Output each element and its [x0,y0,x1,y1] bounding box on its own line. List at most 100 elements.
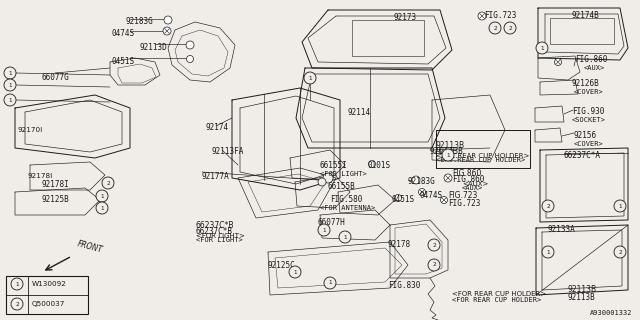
Circle shape [96,190,108,202]
Text: 92114: 92114 [348,108,371,117]
Text: 92173: 92173 [394,13,417,22]
Text: 92170I: 92170I [18,127,44,133]
Text: FIG.860: FIG.860 [575,55,607,64]
Text: FIG.860: FIG.860 [452,169,481,178]
Text: 92174: 92174 [206,123,229,132]
Text: 1: 1 [308,76,312,81]
Circle shape [614,246,626,258]
Text: <EXC.REAR CUP HOLDER>: <EXC.REAR CUP HOLDER> [436,157,525,163]
Text: 92113FA: 92113FA [212,147,244,156]
Text: 1: 1 [8,83,12,87]
Text: Q500037: Q500037 [32,301,65,307]
Text: 92113B: 92113B [568,285,597,294]
Text: 66155B: 66155B [328,182,356,191]
Text: 92178I: 92178I [42,180,70,189]
Text: <COVER>: <COVER> [574,141,604,147]
Text: 1: 1 [293,269,297,275]
Text: 0101S: 0101S [368,161,391,170]
Text: 1: 1 [446,153,450,157]
Bar [352,20,424,56]
Text: A930001332: A930001332 [589,310,632,316]
Text: 92113B: 92113B [436,141,465,150]
Text: <FOR REAR CUP HOLDER>: <FOR REAR CUP HOLDER> [452,291,546,297]
Text: 0474S: 0474S [420,191,443,200]
Circle shape [304,72,316,84]
Text: 1: 1 [100,194,104,198]
Circle shape [614,200,626,212]
Text: 66237C*B: 66237C*B [196,221,234,230]
Circle shape [96,202,108,214]
Text: 2: 2 [508,26,512,30]
Circle shape [428,259,440,271]
Text: FIG.723: FIG.723 [484,11,516,20]
Text: 1: 1 [540,45,544,51]
Text: 2: 2 [15,301,19,307]
Text: 92126B: 92126B [572,79,600,88]
Text: 92156: 92156 [574,131,597,140]
Circle shape [419,188,426,196]
Circle shape [536,42,548,54]
Circle shape [554,59,561,66]
Text: <EXC.REAR CUP HOLDER>: <EXC.REAR CUP HOLDER> [436,153,529,159]
Circle shape [504,22,516,34]
Circle shape [489,22,501,34]
Circle shape [164,16,172,24]
Text: 0474S: 0474S [112,29,135,38]
Text: <SOCKET>: <SOCKET> [572,117,606,123]
Text: 2: 2 [618,250,622,254]
Text: 92113B: 92113B [436,147,464,156]
Circle shape [369,161,376,167]
Circle shape [186,41,194,49]
Text: 66237C*B: 66237C*B [196,227,233,236]
Text: 92125B: 92125B [42,195,70,204]
Text: 1: 1 [618,204,622,209]
Text: 92177A: 92177A [202,172,230,181]
Circle shape [323,173,333,183]
Text: 92125C: 92125C [268,261,296,270]
Text: <FOR LIGHT>: <FOR LIGHT> [196,237,243,243]
Circle shape [4,94,16,106]
Text: FIG.580: FIG.580 [330,195,362,204]
Text: 2: 2 [106,180,110,186]
Text: <AUX>: <AUX> [462,181,488,187]
Text: 92113D: 92113D [140,43,168,52]
Text: 92133A: 92133A [548,225,576,234]
Circle shape [11,278,23,290]
Text: FIG.723: FIG.723 [448,191,477,200]
Text: 0451S: 0451S [112,57,135,66]
Text: 1: 1 [328,281,332,285]
Circle shape [318,178,326,186]
Text: <FOR LIGHT>: <FOR LIGHT> [320,171,367,177]
Text: 2: 2 [546,204,550,209]
Circle shape [444,174,452,182]
Text: 2: 2 [432,243,436,247]
Text: FIG.930: FIG.930 [572,107,604,116]
Text: 2: 2 [493,26,497,30]
Circle shape [442,149,454,161]
Text: <AUX>: <AUX> [584,65,605,71]
Circle shape [11,298,23,310]
Text: 1: 1 [546,250,550,254]
Text: 92113E: 92113E [430,147,458,156]
Text: 66237C*A: 66237C*A [564,151,601,160]
Circle shape [289,266,301,278]
Text: 66077G: 66077G [42,73,70,82]
Circle shape [163,27,171,35]
Circle shape [186,55,193,62]
Bar [6,276,88,314]
Text: 0451S: 0451S [392,195,415,204]
Text: FIG.723: FIG.723 [448,199,481,208]
Text: <FOR ANTENNA>: <FOR ANTENNA> [320,205,375,211]
Text: 92113B: 92113B [568,293,596,302]
Circle shape [542,246,554,258]
Text: <AUX>: <AUX> [462,185,483,191]
Text: 1: 1 [343,235,347,239]
Text: W130092: W130092 [32,281,67,287]
Text: 1: 1 [100,205,104,211]
Text: 92178: 92178 [388,240,411,249]
Text: 92178I: 92178I [28,173,53,179]
Text: 2: 2 [432,262,436,268]
Circle shape [4,67,16,79]
Circle shape [440,196,447,204]
Text: 92183G: 92183G [125,17,153,26]
